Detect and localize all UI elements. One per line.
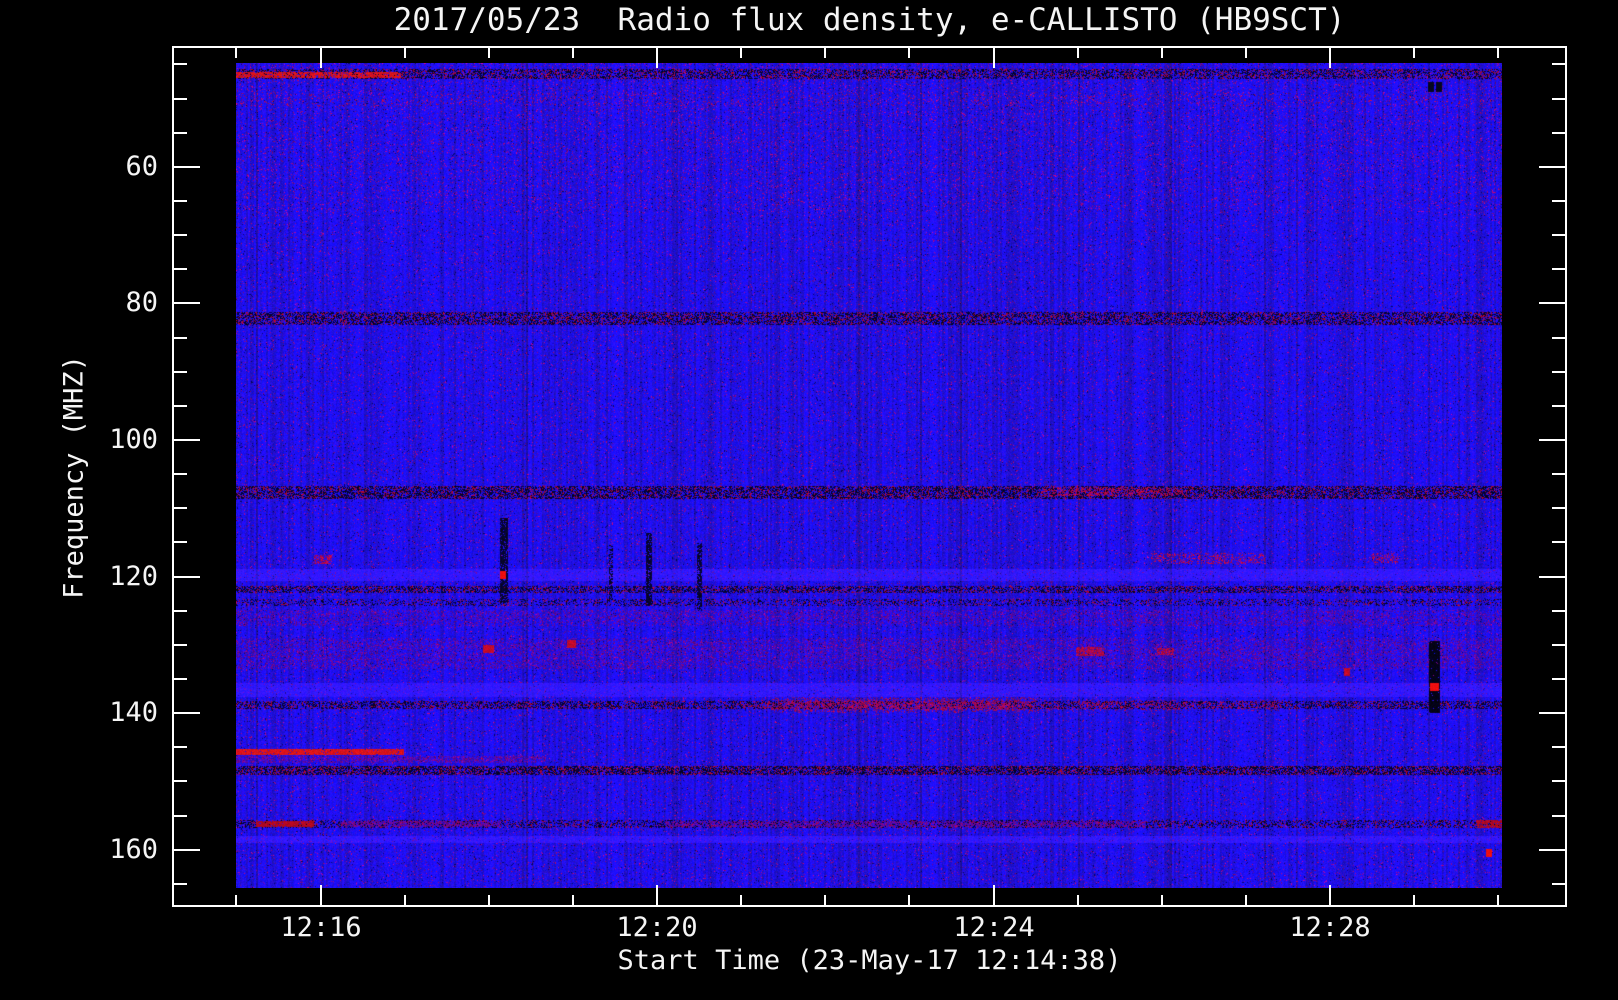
plot-frame [172,46,1567,907]
x-axis-tick [1245,48,1247,58]
y-axis-tick [1552,371,1565,373]
y-axis-tick [1552,234,1565,236]
y-tick-label: 160 [109,834,158,865]
x-axis-tick [656,885,658,905]
y-axis-tick [1552,405,1565,407]
y-axis-tick [174,541,187,543]
y-axis-tick [174,234,187,236]
y-axis-tick [1539,439,1565,441]
y-axis-tick [174,746,187,748]
y-axis-tick [1552,780,1565,782]
y-tick-label: 120 [109,561,158,592]
x-axis-tick [1329,48,1331,68]
x-axis-tick [1077,48,1079,58]
x-axis-tick [235,48,237,58]
y-axis-tick [1552,644,1565,646]
x-axis-tick [1413,895,1415,905]
y-axis-tick [174,780,187,782]
y-axis-tick [174,132,187,134]
y-axis-tick [174,815,187,817]
y-tick-label: 140 [109,697,158,728]
y-axis-tick [1552,473,1565,475]
x-axis-tick [656,48,658,68]
y-axis-tick [1552,63,1565,65]
y-axis-tick [1552,815,1565,817]
y-axis-tick [1539,166,1565,168]
x-axis-tick [740,895,742,905]
y-axis-tick [1552,132,1565,134]
x-axis-tick [488,48,490,58]
x-axis-tick [824,48,826,58]
y-axis-tick [174,371,187,373]
x-axis-tick [993,885,995,905]
x-tick-label: 12:16 [280,912,362,943]
x-axis-tick [572,48,574,58]
y-axis-tick [174,337,187,339]
y-axis-tick [1552,98,1565,100]
y-axis-tick [1552,507,1565,509]
y-axis-tick [1552,610,1565,612]
y-axis-tick [174,439,200,441]
x-axis-tick [1413,48,1415,58]
x-axis-tick [1245,895,1247,905]
y-axis-tick [174,200,187,202]
x-axis-tick [1497,895,1499,905]
y-axis-tick [174,507,187,509]
y-tick-label: 100 [109,424,158,455]
chart-title: 2017/05/23 Radio flux density, e-CALLIST… [393,2,1346,38]
x-axis-tick [404,895,406,905]
x-axis-tick [908,895,910,905]
x-axis-tick [1161,48,1163,58]
y-axis-tick [174,610,187,612]
x-axis-tick [320,885,322,905]
x-axis-tick [908,48,910,58]
y-axis-tick [1552,541,1565,543]
y-axis-tick [1552,678,1565,680]
y-tick-label: 80 [125,287,158,318]
y-axis-tick [1552,337,1565,339]
y-axis-tick [174,576,200,578]
x-axis-tick [1077,895,1079,905]
y-axis-tick [1552,746,1565,748]
y-axis-tick [1539,849,1565,851]
x-axis-tick [488,895,490,905]
y-axis-tick [1539,302,1565,304]
y-axis-tick [174,405,187,407]
y-axis-tick [174,473,187,475]
x-axis-tick [572,895,574,905]
y-axis-tick [174,98,187,100]
x-axis-tick [993,48,995,68]
x-axis-tick [320,48,322,68]
x-tick-label: 12:28 [1289,912,1371,943]
y-axis-tick [1539,576,1565,578]
spectrogram-canvas [236,63,1502,888]
x-axis-tick [740,48,742,58]
y-axis-tick [1552,268,1565,270]
y-axis-tick [1552,200,1565,202]
x-axis-label: Start Time (23-May-17 12:14:38) [617,945,1122,976]
y-axis-tick [174,712,200,714]
y-axis-tick [174,302,200,304]
y-axis-tick [174,678,187,680]
y-axis-tick [174,849,200,851]
x-axis-tick [1161,895,1163,905]
x-axis-tick [235,895,237,905]
x-axis-tick [1329,885,1331,905]
y-axis-tick [174,63,187,65]
x-tick-label: 12:24 [953,912,1035,943]
x-axis-tick [1497,48,1499,58]
x-axis-tick [824,895,826,905]
y-axis-tick [174,883,187,885]
y-axis-tick [174,166,200,168]
y-axis-tick [174,644,187,646]
y-axis-tick [1552,883,1565,885]
y-tick-label: 60 [125,151,158,182]
x-axis-tick [404,48,406,58]
y-axis-tick [1539,712,1565,714]
y-axis-tick [174,268,187,270]
x-tick-label: 12:20 [616,912,698,943]
